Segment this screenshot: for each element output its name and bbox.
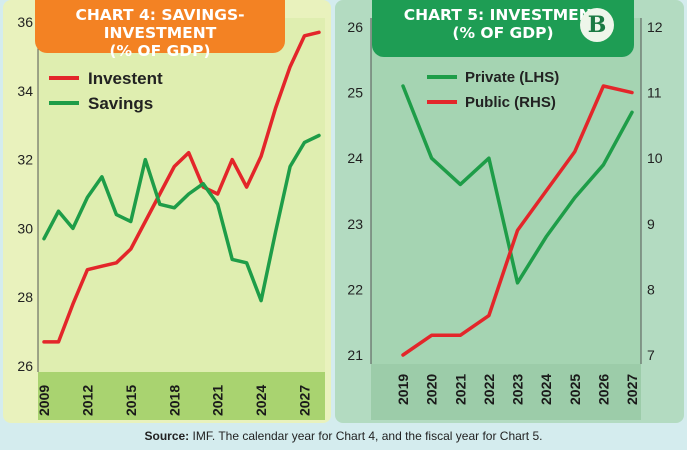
chart5-panel: 21 22 23 24 25 26 7 8 9 10 11 12 2019 2020 2021 2022 202… bbox=[335, 0, 684, 423]
source-label: Source: bbox=[144, 429, 190, 443]
chart4-title-line1: CHART 4: SAVINGS-INVESTMENT bbox=[75, 6, 245, 42]
chart5-y-left-tick-label-3: 24 bbox=[347, 150, 363, 166]
chart5-plot-area bbox=[371, 18, 641, 364]
chart5-plot: 21 22 23 24 25 26 7 8 9 10 11 12 2019 2020 2021 2022 202… bbox=[347, 18, 663, 420]
chart4-legend-label-investent: Investent bbox=[88, 69, 163, 88]
chart5-y-right-tick-label-5: 12 bbox=[647, 19, 663, 35]
chart4-x-tick-label-0: 2009 bbox=[36, 385, 52, 416]
chart4-x-tick-label-1: 2012 bbox=[79, 385, 95, 416]
chart5-y-left-tick-label-1: 22 bbox=[347, 281, 363, 297]
chart5-series-line-public bbox=[401, 84, 634, 357]
source-text: IMF. The calendar year for Chart 4, and … bbox=[192, 429, 543, 443]
chart5-x-axis-band bbox=[371, 364, 641, 420]
chart4-y-tick-label-3: 32 bbox=[17, 152, 33, 168]
chart5-y-left-tick-label-5: 26 bbox=[347, 19, 363, 35]
chart5-x-tick-label-0: 2019 bbox=[395, 374, 411, 405]
chart4-title-line2: (% OF GDP) bbox=[109, 42, 211, 60]
chart4-x-tick-label-6: 2027 bbox=[297, 385, 313, 416]
chart4-series-line-investent bbox=[42, 30, 321, 344]
chart5-y-right-tick-label-3: 10 bbox=[647, 150, 663, 166]
chart4-y-tick-label-4: 34 bbox=[17, 83, 33, 99]
chart5-title-line2: (% OF GDP) bbox=[452, 24, 554, 42]
source-note: Source: IMF. The calendar year for Chart… bbox=[0, 429, 687, 443]
chart4-y-tick-label-1: 28 bbox=[17, 289, 33, 305]
chart5-x-tick-label-8: 2027 bbox=[624, 374, 640, 405]
chart5-y-right-tick-label-0: 7 bbox=[647, 347, 655, 363]
chart4-plot: 26 28 30 32 34 36 2009 2012 2015 2018 2021 2024 2027… bbox=[17, 14, 325, 420]
chart5-title-line1: CHART 5: INVESTMENT bbox=[403, 6, 603, 24]
chart5-y-right-tick-label-1: 8 bbox=[647, 281, 655, 297]
chart4-y-tick-label-2: 30 bbox=[17, 220, 33, 236]
chart4-x-tick-label-4: 2021 bbox=[210, 385, 226, 416]
chart4-legend-label-savings: Savings bbox=[88, 94, 153, 113]
chart5-x-tick-label-2: 2021 bbox=[452, 374, 468, 405]
chart5-y-left-tick-label-0: 21 bbox=[347, 347, 363, 363]
brand-logo-icon: B bbox=[580, 8, 614, 42]
chart4-series-line-savings bbox=[42, 133, 321, 303]
chart5-x-tick-label-3: 2022 bbox=[481, 374, 497, 405]
chart5-y-right-tick-label-4: 11 bbox=[647, 85, 662, 101]
chart5-legend-label-public: Public (RHS) bbox=[465, 94, 556, 111]
chart4-y-tick-label-5: 36 bbox=[17, 14, 33, 30]
chart4-y-tick-label-0: 26 bbox=[17, 358, 33, 374]
chart4-plot-area bbox=[38, 18, 325, 372]
chart5-x-tick-label-5: 2024 bbox=[538, 374, 554, 405]
chart4-x-axis-band bbox=[38, 372, 325, 420]
chart5-x-tick-label-7: 2026 bbox=[595, 374, 611, 405]
chart4-x-tick-label-5: 2024 bbox=[253, 385, 269, 416]
chart4-title: CHART 4: SAVINGS-INVESTMENT (% OF GDP) bbox=[35, 0, 285, 60]
chart4-x-tick-label-2: 2015 bbox=[123, 385, 139, 416]
chart5-y-right-tick-label-2: 9 bbox=[647, 216, 655, 232]
chart5-x-tick-label-4: 2023 bbox=[510, 374, 526, 405]
chart5-legend-label-private: Private (LHS) bbox=[465, 69, 559, 86]
chart5-series-line-private bbox=[401, 84, 634, 285]
chart5-x-tick-label-1: 2020 bbox=[424, 374, 440, 405]
chart4-panel: 26 28 30 32 34 36 2009 2012 2015 2018 2021 2024 2027… bbox=[3, 0, 331, 423]
chart5-title: CHART 5: INVESTMENT (% OF GDP) bbox=[372, 0, 634, 57]
chart5-y-left-tick-label-2: 23 bbox=[347, 216, 363, 232]
chart5-y-left-tick-label-4: 25 bbox=[347, 85, 363, 101]
chart4-x-tick-label-3: 2018 bbox=[166, 385, 182, 416]
chart5-x-tick-label-6: 2025 bbox=[567, 374, 583, 405]
